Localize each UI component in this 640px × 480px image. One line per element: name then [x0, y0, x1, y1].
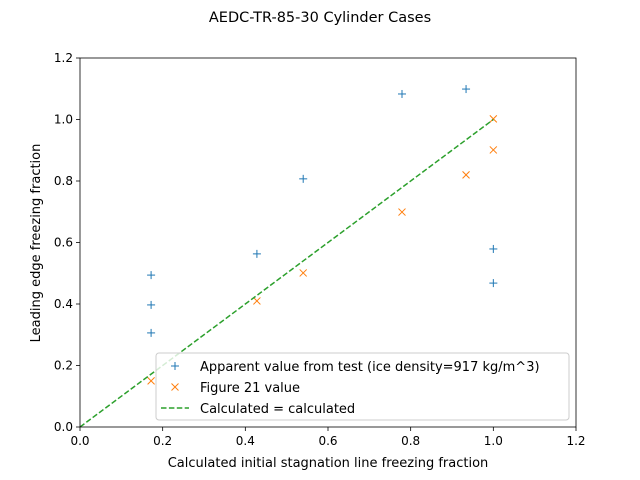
y-tick-label: 0.2 — [54, 359, 73, 373]
x-axis-label: Calculated initial stagnation line freez… — [168, 456, 489, 471]
data-point-figure21 — [489, 115, 498, 123]
data-point-figure21 — [299, 269, 308, 277]
x-tick-label: 0.0 — [70, 434, 89, 448]
legend-marker-icon — [171, 383, 179, 391]
legend-label: Calculated = calculated — [200, 402, 355, 417]
y-tick-label: 0.4 — [54, 297, 73, 311]
data-point-figure21 — [253, 297, 261, 305]
data-point-apparent — [299, 174, 308, 183]
y-tick-label: 0.0 — [54, 420, 73, 434]
data-point-apparent — [462, 85, 471, 94]
data-point-apparent — [252, 249, 261, 258]
legend-label: Apparent value from test (ice density=91… — [200, 360, 540, 375]
axes-frame — [79, 57, 577, 428]
x-tick-label: 1.2 — [566, 434, 585, 448]
x-stroke — [489, 115, 498, 123]
data-point-figure21 — [147, 377, 155, 385]
x-stroke — [299, 269, 308, 277]
legend-box — [155, 352, 570, 421]
data-point-apparent — [397, 89, 406, 98]
data-point-apparent — [147, 328, 156, 337]
legend-label: Figure 21 value — [200, 381, 300, 396]
data-point-figure21 — [462, 170, 470, 179]
y-tick-label: 0.8 — [54, 174, 73, 188]
chart-title: AEDC-TR-85-30 Cylinder Cases — [209, 10, 431, 26]
x-tick-label: 0.6 — [318, 434, 337, 448]
x-stroke — [462, 170, 470, 179]
y-tick-label: 0.6 — [54, 236, 73, 250]
data-point-apparent — [489, 279, 498, 288]
x-stroke — [398, 208, 406, 216]
y-axis-label: Leading edge freezing fraction — [29, 144, 44, 343]
x-stroke — [147, 377, 155, 385]
data-point-apparent — [147, 300, 156, 309]
x-tick-label: 0.2 — [153, 434, 172, 448]
data-point-figure21 — [489, 146, 498, 154]
data-point-apparent — [489, 244, 498, 253]
plot-area: 0.0 0.2 0.4 0.6 0.8 1.0 1.2 0.0 0.2 0.4 0.6 0.8 1.0 1… — [54, 51, 586, 448]
y-tick-label: 1.2 — [54, 51, 73, 65]
x-tick-label: 1.0 — [484, 434, 503, 448]
series-line-calculated — [80, 118, 494, 427]
data-point-apparent — [147, 271, 156, 280]
x-tick-label: 0.8 — [401, 434, 420, 448]
legend-marker-icon — [171, 362, 179, 370]
x-stroke — [489, 146, 498, 154]
data-point-figure21 — [398, 208, 406, 216]
x-stroke — [171, 383, 179, 391]
y-tick-label: 1.0 — [54, 113, 73, 127]
x-tick-label: 0.4 — [236, 434, 255, 448]
legend: Apparent value from test (ice density=91… — [155, 352, 570, 421]
x-stroke — [253, 297, 261, 305]
